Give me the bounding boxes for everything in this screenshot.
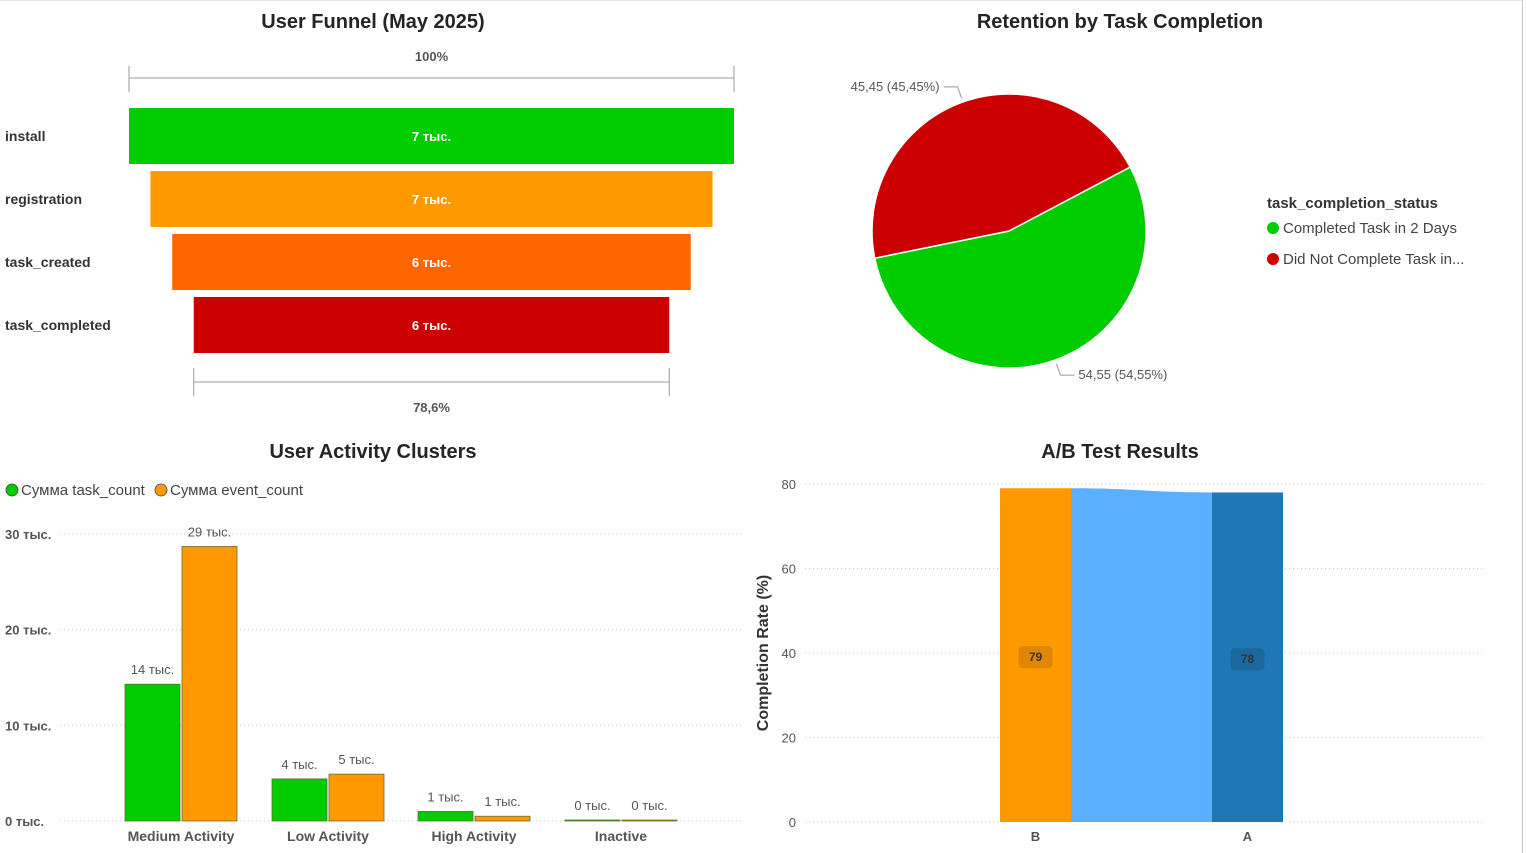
ab-data-label-bg xyxy=(1018,646,1053,669)
funnel-stage-label: task_created xyxy=(5,254,91,270)
pie-slice xyxy=(871,93,1132,260)
cluster-legend-label: Сумма event_count xyxy=(170,482,304,499)
cluster-bar-value-label: 29 тыс. xyxy=(188,524,231,539)
funnel-stage-label: registration xyxy=(5,191,82,207)
cluster-bar-value-label: 1 тыс. xyxy=(427,789,463,804)
cluster-bar xyxy=(181,546,238,822)
cluster-bar-value-label: 1 тыс. xyxy=(484,794,520,809)
funnel-stage-label: task_completed xyxy=(5,317,111,333)
cluster-bar xyxy=(417,811,474,822)
funnel-stage-label: install xyxy=(5,128,45,144)
cluster-x-tick-label: Medium Activity xyxy=(128,828,235,844)
ab-y-tick-label: 40 xyxy=(782,646,796,661)
clusters-title: User Activity Clusters xyxy=(269,441,477,463)
cluster-x-tick-label: High Activity xyxy=(431,828,516,844)
cluster-bar-value-label: 0 тыс. xyxy=(631,798,667,813)
funnel-title: User Funnel (May 2025) xyxy=(261,11,485,33)
cluster-bar xyxy=(564,819,621,822)
ab-data-label-bg xyxy=(1230,648,1265,671)
cluster-x-tick-label: Low Activity xyxy=(287,828,369,844)
abtest-title: A/B Test Results xyxy=(1041,441,1199,463)
clusters-bar-chart: 0 тыс. 10 тыс. 20 тыс. 30 тыс. Сумма task_co… xyxy=(5,482,742,844)
cluster-bar-value-label: 5 тыс. xyxy=(338,752,374,767)
cluster-y-tick-label: 0 тыс. xyxy=(5,814,44,829)
cluster-bar-value-label: 14 тыс. xyxy=(131,662,174,677)
ab-x-tick-label: B xyxy=(1031,829,1040,844)
pie-legend-label: Did Not Complete Task in... xyxy=(1283,251,1464,268)
cluster-legend-marker xyxy=(154,483,168,497)
ab-bar xyxy=(1000,488,1071,822)
abtest-panel: A/B Test Results 0 20 40 60 80 Completion Rat… xyxy=(740,430,1522,853)
funnel-top-pct-label: 100% xyxy=(415,49,449,64)
ab-data-label: 79 xyxy=(1029,650,1043,664)
cluster-bar-value-label: 0 тыс. xyxy=(574,798,610,813)
funnel-bar xyxy=(172,234,691,290)
funnel-bar xyxy=(150,171,713,227)
ab-data-label: 78 xyxy=(1241,652,1255,666)
pie-legend-marker xyxy=(1267,222,1279,234)
ab-ribbon xyxy=(1071,488,1212,822)
cluster-bar xyxy=(621,819,678,822)
funnel-bar-value-label: 6 тыс. xyxy=(412,255,451,270)
funnel-chart: 100% install 7 тыс. registration 7 тыс. task_… xyxy=(5,49,735,415)
funnel-bar-value-label: 6 тыс. xyxy=(412,318,451,333)
ab-x-tick-label: A xyxy=(1243,829,1253,844)
pie-leader-line xyxy=(1055,363,1075,376)
cluster-y-tick-label: 30 тыс. xyxy=(5,527,51,542)
cluster-bar xyxy=(328,773,385,822)
ab-y-axis-label: Completion Rate (%) xyxy=(755,575,772,731)
right-border xyxy=(1522,0,1523,853)
pie-legend-label: Completed Task in 2 Days xyxy=(1283,220,1457,237)
retention-panel: Retention by Task Completion 54,55 (54,5… xyxy=(760,0,1522,430)
abtest-bar-chart: 0 20 40 60 80 Completion Rate (%) 79 B 78 A xyxy=(755,477,1485,844)
retention-pie-chart: 54,55 (54,55%) 45,45 (45,45%) task_complet… xyxy=(851,79,1465,382)
funnel-bar xyxy=(129,108,734,164)
funnel-bar-value-label: 7 тыс. xyxy=(412,192,451,207)
pie-slice xyxy=(873,166,1147,369)
cluster-x-tick-label: Inactive xyxy=(595,828,647,844)
funnel-bar xyxy=(193,297,670,353)
pie-data-label: 54,55 (54,55%) xyxy=(1078,367,1167,382)
cluster-bar-value-label: 4 тыс. xyxy=(281,757,317,772)
pie-leader-line xyxy=(943,86,963,99)
cluster-legend-marker xyxy=(5,483,19,497)
ab-y-tick-label: 80 xyxy=(782,477,796,492)
cluster-legend-label: Сумма task_count xyxy=(21,482,146,499)
funnel-bar-value-label: 7 тыс. xyxy=(412,129,451,144)
funnel-panel: User Funnel (May 2025) 100% install 7 тыс.… xyxy=(0,0,760,430)
cluster-bar xyxy=(474,815,531,822)
ab-y-tick-label: 60 xyxy=(782,562,796,577)
cluster-y-tick-label: 20 тыс. xyxy=(5,623,51,638)
cluster-bar xyxy=(124,683,181,822)
retention-title: Retention by Task Completion xyxy=(976,11,1264,33)
pie-legend-title: task_completion_status xyxy=(1267,195,1438,212)
ab-y-tick-label: 0 xyxy=(789,815,796,830)
top-border xyxy=(0,0,1522,1)
pie-legend-marker xyxy=(1267,253,1279,265)
pie-data-label: 45,45 (45,45%) xyxy=(851,79,940,94)
cluster-bar xyxy=(271,778,328,822)
ab-y-tick-label: 20 xyxy=(782,731,796,746)
cluster-y-tick-label: 10 тыс. xyxy=(5,718,51,733)
clusters-panel: User Activity Clusters 0 тыс. 10 тыс. 20 т… xyxy=(0,430,760,853)
funnel-bottom-pct-label: 78,6% xyxy=(413,400,450,415)
ab-bar xyxy=(1212,492,1283,822)
